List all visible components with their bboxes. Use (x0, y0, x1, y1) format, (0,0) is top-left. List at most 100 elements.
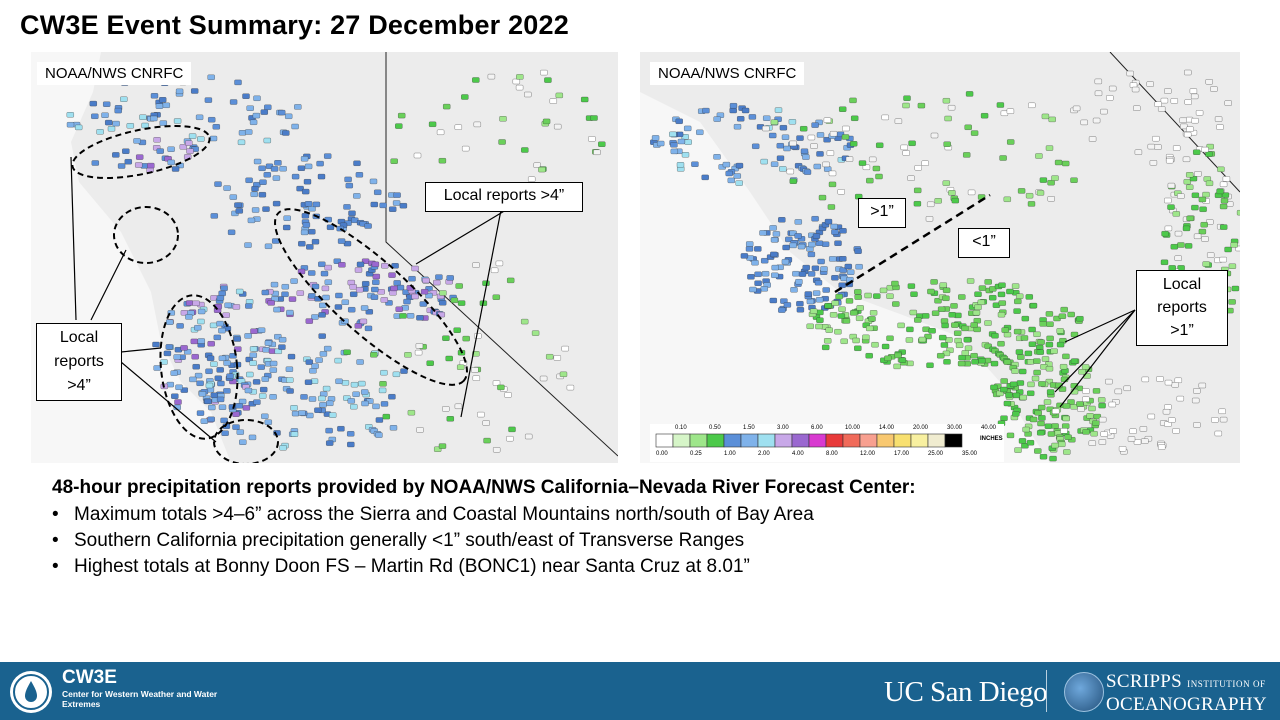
station-marker (1006, 108, 1015, 114)
station-marker (354, 267, 363, 273)
station-marker (1045, 311, 1054, 317)
station-marker (702, 107, 710, 114)
station-marker (1036, 190, 1045, 196)
station-marker (1193, 233, 1202, 239)
station-marker (263, 172, 271, 178)
station-marker (813, 163, 821, 170)
station-marker (1035, 153, 1043, 159)
station-marker (196, 380, 204, 386)
station-marker (909, 309, 917, 316)
legend-bottom-tick: 12.00 (860, 451, 876, 457)
station-marker (958, 354, 966, 361)
station-marker (308, 229, 316, 235)
station-marker (136, 154, 144, 160)
station-marker (733, 173, 741, 179)
station-marker (1048, 116, 1056, 123)
station-marker (810, 308, 818, 314)
station-marker (1147, 413, 1155, 420)
station-marker (825, 327, 833, 333)
station-marker (910, 291, 918, 297)
station-marker (1198, 228, 1207, 235)
station-marker (220, 285, 228, 291)
station-marker (324, 345, 332, 352)
station-marker (559, 371, 568, 377)
station-marker (999, 155, 1007, 161)
station-marker (955, 342, 964, 348)
station-marker (818, 194, 827, 201)
station-marker (747, 274, 755, 280)
station-marker (873, 293, 881, 299)
station-marker (487, 73, 496, 80)
station-marker (159, 120, 167, 126)
station-marker (779, 125, 788, 131)
station-marker (824, 218, 833, 225)
station-marker (483, 437, 491, 444)
station-marker (914, 165, 922, 171)
station-marker (794, 219, 802, 225)
station-marker (1038, 404, 1046, 411)
station-marker (891, 280, 899, 287)
station-marker (1062, 415, 1070, 422)
station-marker (991, 333, 999, 339)
station-marker (371, 261, 380, 267)
station-marker (251, 207, 260, 213)
station-marker (807, 271, 816, 277)
station-marker (218, 404, 227, 410)
station-marker (1018, 438, 1027, 444)
station-marker (957, 360, 966, 367)
station-marker (1189, 88, 1198, 94)
station-marker (593, 149, 601, 155)
station-marker (354, 323, 362, 329)
station-marker (1050, 348, 1058, 354)
station-marker (525, 433, 533, 440)
station-marker (971, 359, 979, 365)
station-marker (433, 279, 441, 286)
station-marker (282, 130, 290, 136)
station-marker (288, 296, 297, 302)
station-marker (337, 426, 345, 432)
station-marker (913, 201, 922, 207)
station-marker (343, 204, 351, 210)
station-marker (856, 305, 864, 311)
station-marker (1088, 440, 1096, 446)
station-marker (416, 315, 424, 321)
station-marker (1099, 416, 1107, 423)
station-marker (262, 206, 270, 212)
station-marker (334, 357, 342, 364)
station-marker (1184, 69, 1192, 76)
station-marker (727, 177, 735, 184)
station-marker (1051, 423, 1059, 429)
station-marker (404, 352, 412, 358)
station-marker (1078, 369, 1086, 375)
station-marker (681, 152, 690, 158)
legend-bottom-tick: 35.00 (962, 451, 978, 457)
station-marker (442, 335, 450, 341)
station-marker (261, 289, 269, 296)
legend-swatch (876, 433, 895, 448)
station-marker (311, 314, 319, 320)
station-marker (302, 222, 311, 228)
station-marker (713, 154, 721, 160)
station-marker (1222, 176, 1231, 182)
station-marker (893, 363, 901, 370)
station-marker (380, 401, 389, 407)
station-marker (428, 121, 437, 127)
legend-bottom-tick: 17.00 (894, 451, 910, 457)
station-marker (319, 302, 327, 309)
station-marker (259, 179, 267, 185)
station-marker (303, 179, 312, 185)
station-marker (1127, 436, 1136, 442)
station-marker (841, 134, 850, 140)
station-marker (472, 375, 480, 381)
station-marker (329, 412, 337, 418)
station-marker (259, 393, 267, 399)
cw3e-name: CW3E (62, 667, 117, 688)
station-marker (1001, 327, 1009, 333)
ucsd-logo: UC San Diego (884, 676, 1048, 708)
station-marker (1027, 201, 1036, 207)
station-marker (1003, 400, 1012, 407)
left-map-graphic (31, 52, 618, 463)
station-marker (930, 279, 938, 285)
station-marker (210, 213, 218, 219)
station-marker (838, 282, 846, 288)
